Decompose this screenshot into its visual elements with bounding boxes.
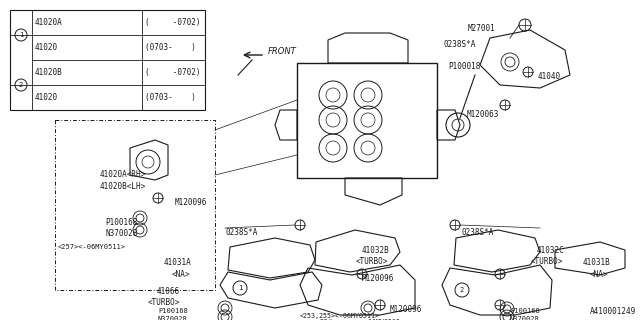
Text: 2: 2: [460, 287, 464, 293]
Text: M27001: M27001: [468, 24, 496, 33]
Text: 41020A: 41020A: [35, 18, 63, 27]
Text: <25#>: <25#>: [317, 319, 337, 320]
Bar: [297, 63, 437, 178]
Bar: [10, 10, 205, 110]
Text: (0703-    ): (0703- ): [145, 93, 196, 102]
Text: 2: 2: [19, 82, 23, 88]
Text: <253,255><-06MY0511>: <253,255><-06MY0511>: [300, 313, 380, 319]
Text: 41020: 41020: [35, 43, 58, 52]
Text: <TURBO>: <TURBO>: [531, 257, 563, 266]
Bar: [55, 120, 215, 290]
Text: N370028: N370028: [158, 316, 188, 320]
Text: 1: 1: [19, 32, 23, 38]
Text: <TURBO>: <TURBO>: [356, 257, 388, 266]
Text: 41020B<LH>: 41020B<LH>: [100, 182, 147, 191]
Text: 41020A<RH>: 41020A<RH>: [100, 170, 147, 179]
Text: 41032C: 41032C: [537, 246, 564, 255]
Text: 41031B: 41031B: [583, 258, 611, 267]
Text: P100168: P100168: [510, 308, 540, 314]
Text: 1: 1: [238, 285, 242, 291]
Text: (     -0702): ( -0702): [145, 18, 200, 27]
Text: 41032B: 41032B: [362, 246, 390, 255]
Text: (     -0702): ( -0702): [145, 68, 200, 77]
Text: A410001249: A410001249: [589, 307, 636, 316]
Text: 41031A: 41031A: [164, 258, 192, 267]
Text: FRONT: FRONT: [268, 47, 297, 57]
Text: P100168: P100168: [105, 218, 138, 227]
Text: <06MY0512->: <06MY0512->: [365, 319, 409, 320]
Text: M120096: M120096: [390, 305, 422, 314]
Text: 41020B: 41020B: [35, 68, 63, 77]
Text: M120063: M120063: [467, 110, 499, 119]
Text: N370028: N370028: [105, 229, 138, 238]
Text: 41040: 41040: [538, 72, 561, 81]
Text: N370028: N370028: [510, 316, 540, 320]
Text: 0238S*A: 0238S*A: [444, 40, 476, 49]
Text: 41020: 41020: [35, 93, 58, 102]
Text: M120096: M120096: [175, 198, 207, 207]
Text: 41066: 41066: [157, 287, 180, 296]
Text: 0238S*A: 0238S*A: [226, 228, 259, 237]
Text: <NA>: <NA>: [590, 270, 609, 279]
Text: <NA>: <NA>: [172, 270, 191, 279]
Text: M120096: M120096: [362, 274, 394, 283]
Text: <TURBO>: <TURBO>: [148, 298, 180, 307]
Text: P100168: P100168: [158, 308, 188, 314]
Text: (0703-    ): (0703- ): [145, 43, 196, 52]
Text: 0238S*A: 0238S*A: [462, 228, 494, 237]
Text: <257><-06MY0511>: <257><-06MY0511>: [58, 244, 126, 250]
Text: P100018: P100018: [448, 62, 481, 71]
